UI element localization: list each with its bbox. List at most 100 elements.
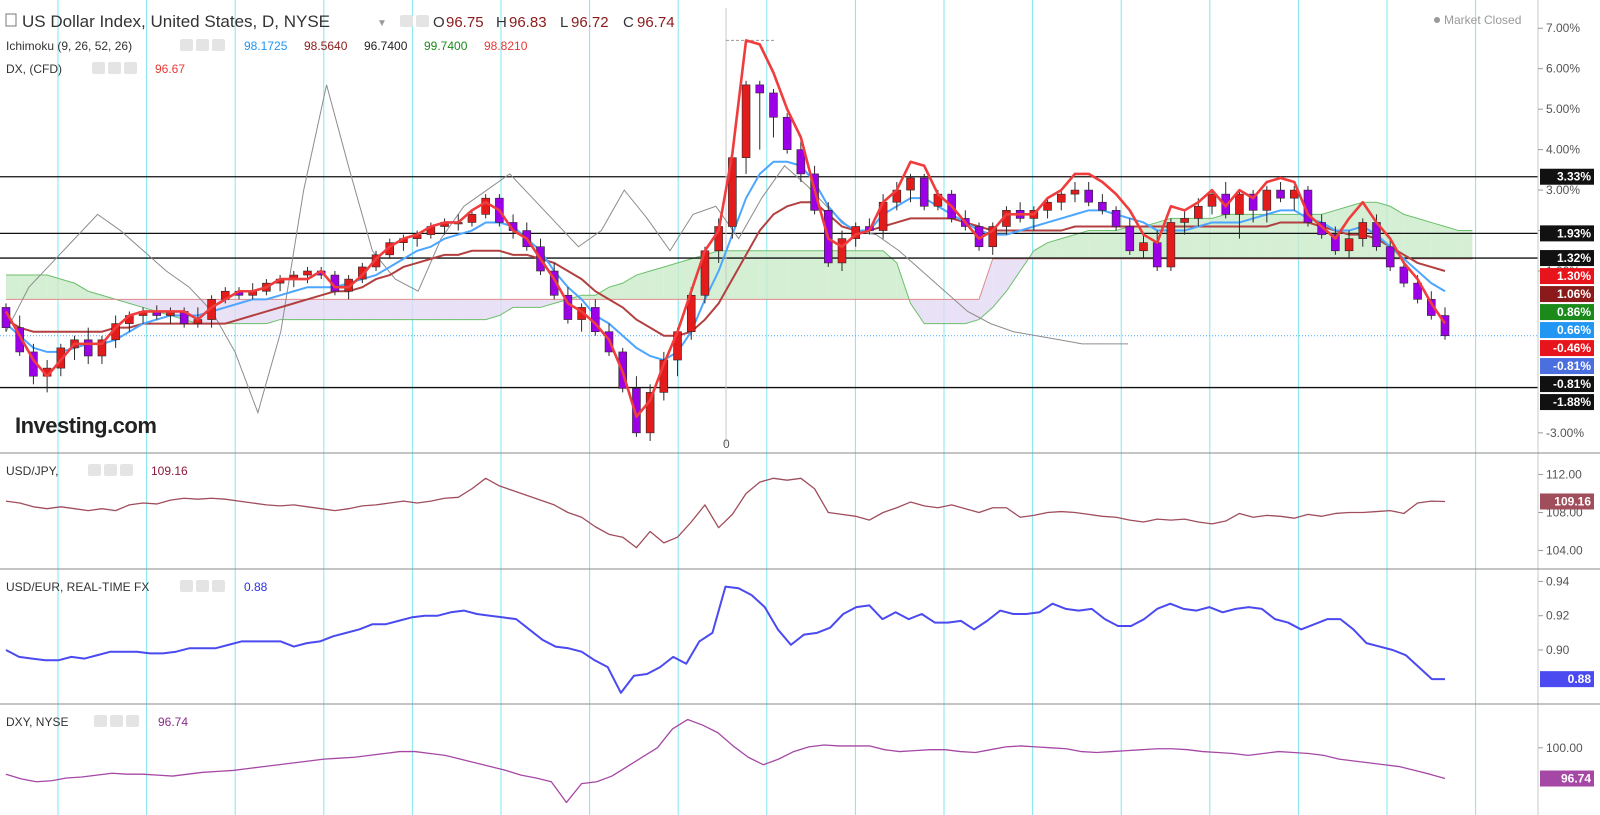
candlestick[interactable] <box>1385 238 1395 272</box>
dxy-settings-icon[interactable] <box>110 715 123 727</box>
candlestick[interactable] <box>83 327 93 365</box>
candlestick[interactable] <box>1221 181 1230 219</box>
candlestick[interactable] <box>1235 190 1244 239</box>
candlestick[interactable] <box>371 250 381 272</box>
candle-body <box>1098 201 1107 211</box>
candlestick[interactable] <box>1276 181 1285 203</box>
ichimoku-cloud-segment <box>389 299 404 320</box>
candlestick[interactable] <box>755 80 765 150</box>
candle-body <box>645 392 655 434</box>
candlestick[interactable] <box>1166 218 1176 272</box>
axis-tick-label: 6.00% <box>1546 62 1580 76</box>
candle-body <box>741 84 751 159</box>
usdeur-pane[interactable]: 0.94 0.92 0.90 0.88 <box>5 574 1594 694</box>
axis-tick-label: -3.00% <box>1546 426 1584 440</box>
ichimoku-cloud-segment <box>334 299 349 320</box>
usdjpy-eye-icon[interactable] <box>88 464 101 476</box>
settings-icon[interactable] <box>416 15 429 27</box>
candlestick[interactable] <box>481 194 490 219</box>
candle-body <box>481 197 490 215</box>
ichimoku-cloud-segment <box>1280 214 1295 259</box>
dx-eye-icon[interactable] <box>92 62 105 74</box>
candlestick[interactable] <box>782 113 792 154</box>
candlestick[interactable] <box>1207 190 1217 215</box>
candlestick[interactable] <box>1399 262 1409 288</box>
candlestick[interactable] <box>1248 190 1258 223</box>
ichimoku-cloud-segment <box>362 299 377 320</box>
candlestick[interactable] <box>1358 218 1368 247</box>
ichimoku-cloud-segment <box>663 262 678 300</box>
usdjpy-legend-label: USD/JPY, <box>6 464 58 478</box>
candlestick[interactable] <box>1070 181 1080 203</box>
candlestick[interactable] <box>1139 234 1148 259</box>
eye-icon[interactable] <box>400 15 413 27</box>
ohlc-close-value: 96.74 <box>637 14 675 31</box>
price-badge-label: 1.32% <box>1557 251 1591 265</box>
candlestick[interactable] <box>1098 194 1107 215</box>
candlestick[interactable] <box>1262 186 1272 223</box>
main-price-pane[interactable]: 0 <box>0 8 1538 451</box>
candlestick[interactable] <box>919 173 929 211</box>
usdjpy-legend: USD/JPY, 109.16 <box>6 464 188 478</box>
dxy-eye-icon[interactable] <box>94 715 107 727</box>
candlestick[interactable] <box>1111 206 1121 231</box>
price-badge: 1.32% <box>1540 250 1594 267</box>
dx-settings-icon[interactable] <box>108 62 121 74</box>
candlestick[interactable] <box>1180 210 1189 235</box>
candle-body <box>1413 282 1422 300</box>
collapse-icon[interactable] <box>5 13 17 27</box>
usdjpy-settings-icon[interactable] <box>104 464 117 476</box>
ichimoku-cloud-segment <box>485 299 500 320</box>
usdjpy-price-badge: 109.16 <box>1540 493 1594 510</box>
usdeur-eye-icon[interactable] <box>180 580 193 592</box>
dropdown-caret-icon[interactable]: ▼ <box>377 18 387 29</box>
dxy-close-icon[interactable] <box>126 715 139 727</box>
dxy-legend: DXY, NYSE 96.74 <box>6 715 188 729</box>
dx-close-icon[interactable] <box>124 62 137 74</box>
candlestick[interactable] <box>563 287 573 324</box>
ichimoku-close-icon[interactable] <box>212 39 225 51</box>
ichimoku-cloud-segment <box>855 250 870 300</box>
dxy-pane[interactable]: 100.00 96.74 <box>5 718 1594 804</box>
candlestick[interactable] <box>1344 230 1354 259</box>
usdeur-settings-icon[interactable] <box>196 580 209 592</box>
dxy-line <box>5 718 1446 804</box>
candlestick[interactable] <box>1043 198 1052 219</box>
ichimoku-cloud-segment <box>1061 234 1075 259</box>
candlestick[interactable] <box>358 262 367 284</box>
candle-body <box>83 339 93 357</box>
ichimoku-value-2: 98.5640 <box>304 39 348 53</box>
usdjpy-close-icon[interactable] <box>120 464 133 476</box>
candlestick[interactable] <box>906 173 915 203</box>
candlestick[interactable] <box>467 210 477 227</box>
candle-body <box>1166 222 1176 268</box>
price-badge-bg <box>1540 268 1594 285</box>
price-badge-label: 1.06% <box>1557 287 1591 301</box>
ichimoku-cloud-segment <box>33 275 48 300</box>
candlestick[interactable] <box>1331 226 1340 255</box>
usdeur-close-icon[interactable] <box>212 580 225 592</box>
candlestick[interactable] <box>741 80 751 174</box>
dx-overlay-line <box>4 39 1447 418</box>
candlestick[interactable] <box>1125 218 1135 255</box>
ichimoku-cloud-segment <box>636 271 651 300</box>
candlestick[interactable] <box>837 230 847 272</box>
candle-body <box>837 238 847 264</box>
ichimoku-settings-icon[interactable] <box>196 39 209 51</box>
candlestick[interactable] <box>1084 181 1093 207</box>
candlestick[interactable] <box>988 222 998 255</box>
candlestick[interactable] <box>303 266 312 284</box>
price-badge-bg <box>1540 671 1594 688</box>
candle-body <box>1221 193 1230 215</box>
candlestick[interactable] <box>769 88 778 138</box>
candle-body <box>919 177 929 207</box>
ichimoku-eye-icon[interactable] <box>180 39 193 51</box>
candlestick[interactable] <box>796 141 806 182</box>
ichimoku-cloud-segment <box>746 250 760 300</box>
price-badge: -0.81% <box>1540 358 1594 375</box>
candlestick[interactable] <box>97 335 107 365</box>
ichimoku-cloud-segment <box>417 299 431 320</box>
candlestick[interactable] <box>645 384 655 441</box>
candlestick[interactable] <box>1056 190 1066 211</box>
